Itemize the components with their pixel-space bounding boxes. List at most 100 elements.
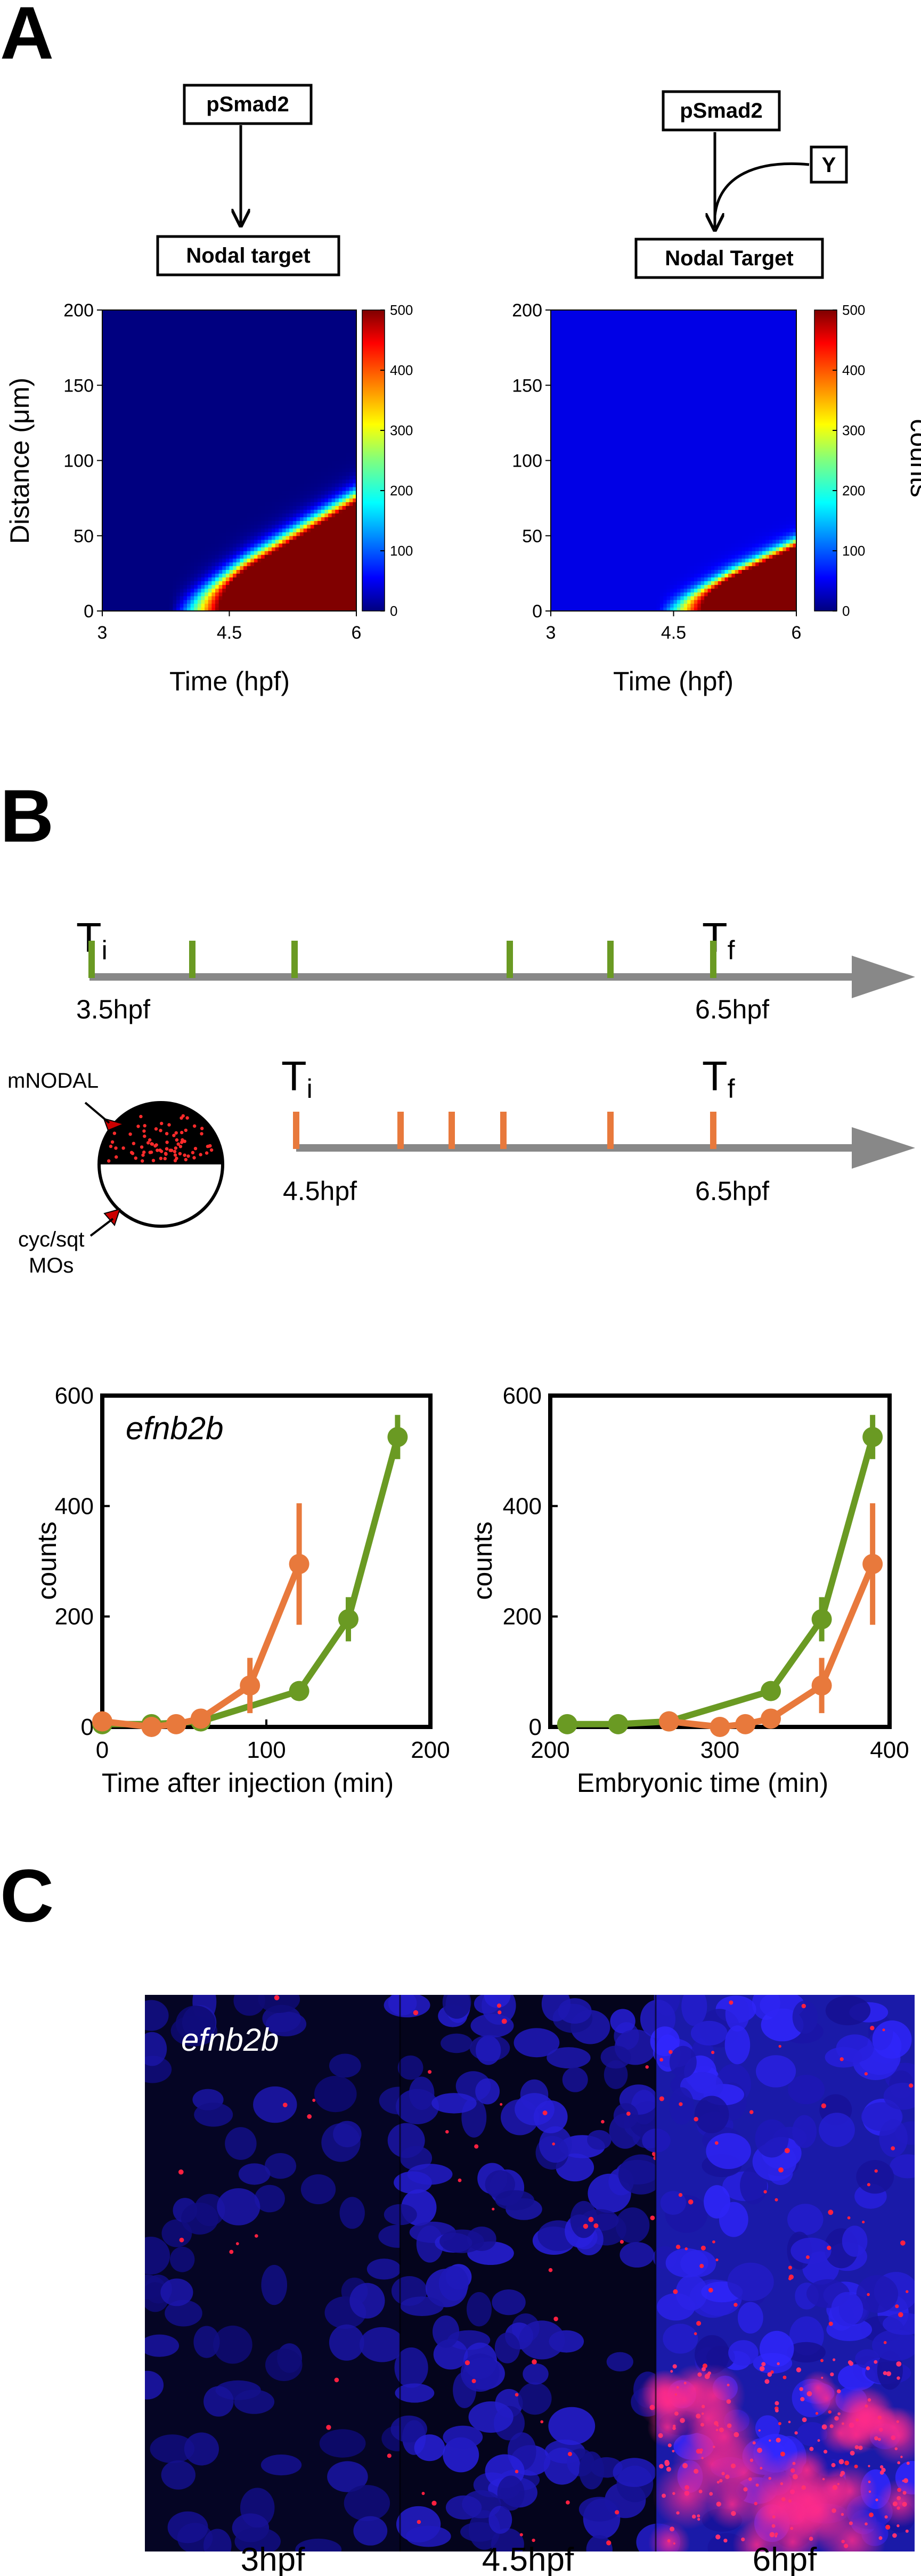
heatmap-cell xyxy=(187,355,191,360)
heatmap-cell xyxy=(222,366,226,371)
heatmap-cell xyxy=(236,366,240,371)
heatmap-cell xyxy=(264,336,268,341)
heatmap-cell xyxy=(131,551,135,555)
heatmap-cell xyxy=(307,599,311,604)
heatmap-cell xyxy=(225,415,230,420)
heatmap-cell xyxy=(222,551,226,555)
heatmap-cell xyxy=(222,555,226,559)
heatmap-cell xyxy=(151,520,156,525)
heatmap-cell xyxy=(141,555,145,559)
heatmap-cell xyxy=(134,426,138,431)
heatmap-cell xyxy=(317,506,322,510)
heatmap-cell xyxy=(205,393,209,397)
heatmap-cell xyxy=(194,513,198,518)
heatmap-cell xyxy=(148,584,152,589)
heatmap-cell xyxy=(183,314,188,318)
diagram-right-top-box xyxy=(662,90,781,132)
heatmap-cell xyxy=(211,370,216,374)
heatmap-cell xyxy=(272,539,276,544)
heatmap-cell xyxy=(197,411,202,416)
heatmap-cell xyxy=(261,592,265,597)
heatmap-cell xyxy=(282,426,287,431)
heatmap-cell xyxy=(275,592,279,597)
heatmap-cell xyxy=(187,517,191,521)
heatmap-cell xyxy=(131,321,135,325)
heatmap-cell xyxy=(116,411,120,416)
heatmap-cell xyxy=(310,555,315,559)
heatmap-cell xyxy=(261,362,265,367)
heatmap-cell xyxy=(162,434,166,438)
heatmap-cell xyxy=(257,344,262,348)
heatmap-cell xyxy=(254,445,258,450)
heatmap-cell xyxy=(211,581,216,585)
heatmap-cell xyxy=(286,596,290,600)
heatmap-cell xyxy=(225,329,230,333)
heatmap-cell xyxy=(229,494,233,499)
heatmap-cell xyxy=(272,603,276,608)
heatmap-cell xyxy=(240,314,244,318)
heatmap-cell xyxy=(102,393,107,397)
heatmap-cell xyxy=(159,528,163,533)
heatmap-cell xyxy=(247,378,251,382)
heatmap-cell xyxy=(279,449,283,453)
heatmap-cell xyxy=(105,520,110,525)
heatmap-cell xyxy=(247,513,251,518)
heatmap-cell xyxy=(257,336,262,341)
heatmap-cell xyxy=(116,400,120,405)
heatmap-cell xyxy=(105,584,110,589)
heatmap-cell xyxy=(148,385,152,389)
heatmap-cell xyxy=(310,603,315,608)
heatmap-cell xyxy=(205,528,209,533)
heatmap-cell xyxy=(134,419,138,423)
heatmap-cell xyxy=(131,426,135,431)
heatmap-cell xyxy=(282,468,287,472)
heatmap-cell xyxy=(151,468,156,472)
heatmap-cell xyxy=(123,422,127,427)
heatmap-cell xyxy=(123,509,127,513)
heatmap-cell xyxy=(254,355,258,360)
heatmap-cell xyxy=(300,539,304,544)
heatmap-cell xyxy=(159,596,163,600)
heatmap-cell xyxy=(155,366,159,371)
heatmap-cell xyxy=(120,396,124,401)
heatmap-cell xyxy=(148,453,152,458)
heatmap-cell xyxy=(279,456,283,461)
heatmap-cell xyxy=(159,430,163,435)
heatmap-cell xyxy=(141,347,145,352)
heatmap-cell xyxy=(141,502,145,506)
heatmap-cell xyxy=(120,558,124,563)
heatmap-cell xyxy=(169,506,174,510)
heatmap-cell xyxy=(201,483,205,487)
heatmap-cell xyxy=(261,566,265,570)
heatmap-cell xyxy=(257,456,262,461)
heatmap-cell xyxy=(222,317,226,322)
heatmap-cell xyxy=(180,547,184,551)
heatmap-cell xyxy=(272,468,276,472)
heatmap-cell xyxy=(176,543,181,548)
heatmap-cell xyxy=(137,555,142,559)
heatmap-cell xyxy=(233,438,237,442)
heatmap-cell xyxy=(131,566,135,570)
heatmap-cell xyxy=(222,517,226,521)
heatmap-cell xyxy=(144,547,149,551)
heatmap-cell xyxy=(243,539,248,544)
heatmap-cell xyxy=(292,317,297,322)
heatmap-cell xyxy=(247,468,251,472)
heatmap-cell xyxy=(250,310,255,314)
heatmap-cell xyxy=(240,596,244,600)
heatmap-cell xyxy=(236,374,240,378)
heatmap-cell xyxy=(321,592,325,597)
heatmap-cell xyxy=(300,340,304,345)
heatmap-cell xyxy=(144,558,149,563)
heatmap-cell xyxy=(307,329,311,333)
heatmap-cell xyxy=(141,366,145,371)
heatmap-cell xyxy=(141,389,145,393)
heatmap-cell xyxy=(250,415,255,420)
heatmap-cell xyxy=(127,317,131,322)
heatmap-cell xyxy=(225,358,230,363)
heatmap-cell xyxy=(282,524,287,529)
heatmap-cell xyxy=(222,509,226,513)
heatmap-cell xyxy=(264,603,268,608)
heatmap-cell xyxy=(211,607,216,611)
heatmap-cell xyxy=(211,566,216,570)
